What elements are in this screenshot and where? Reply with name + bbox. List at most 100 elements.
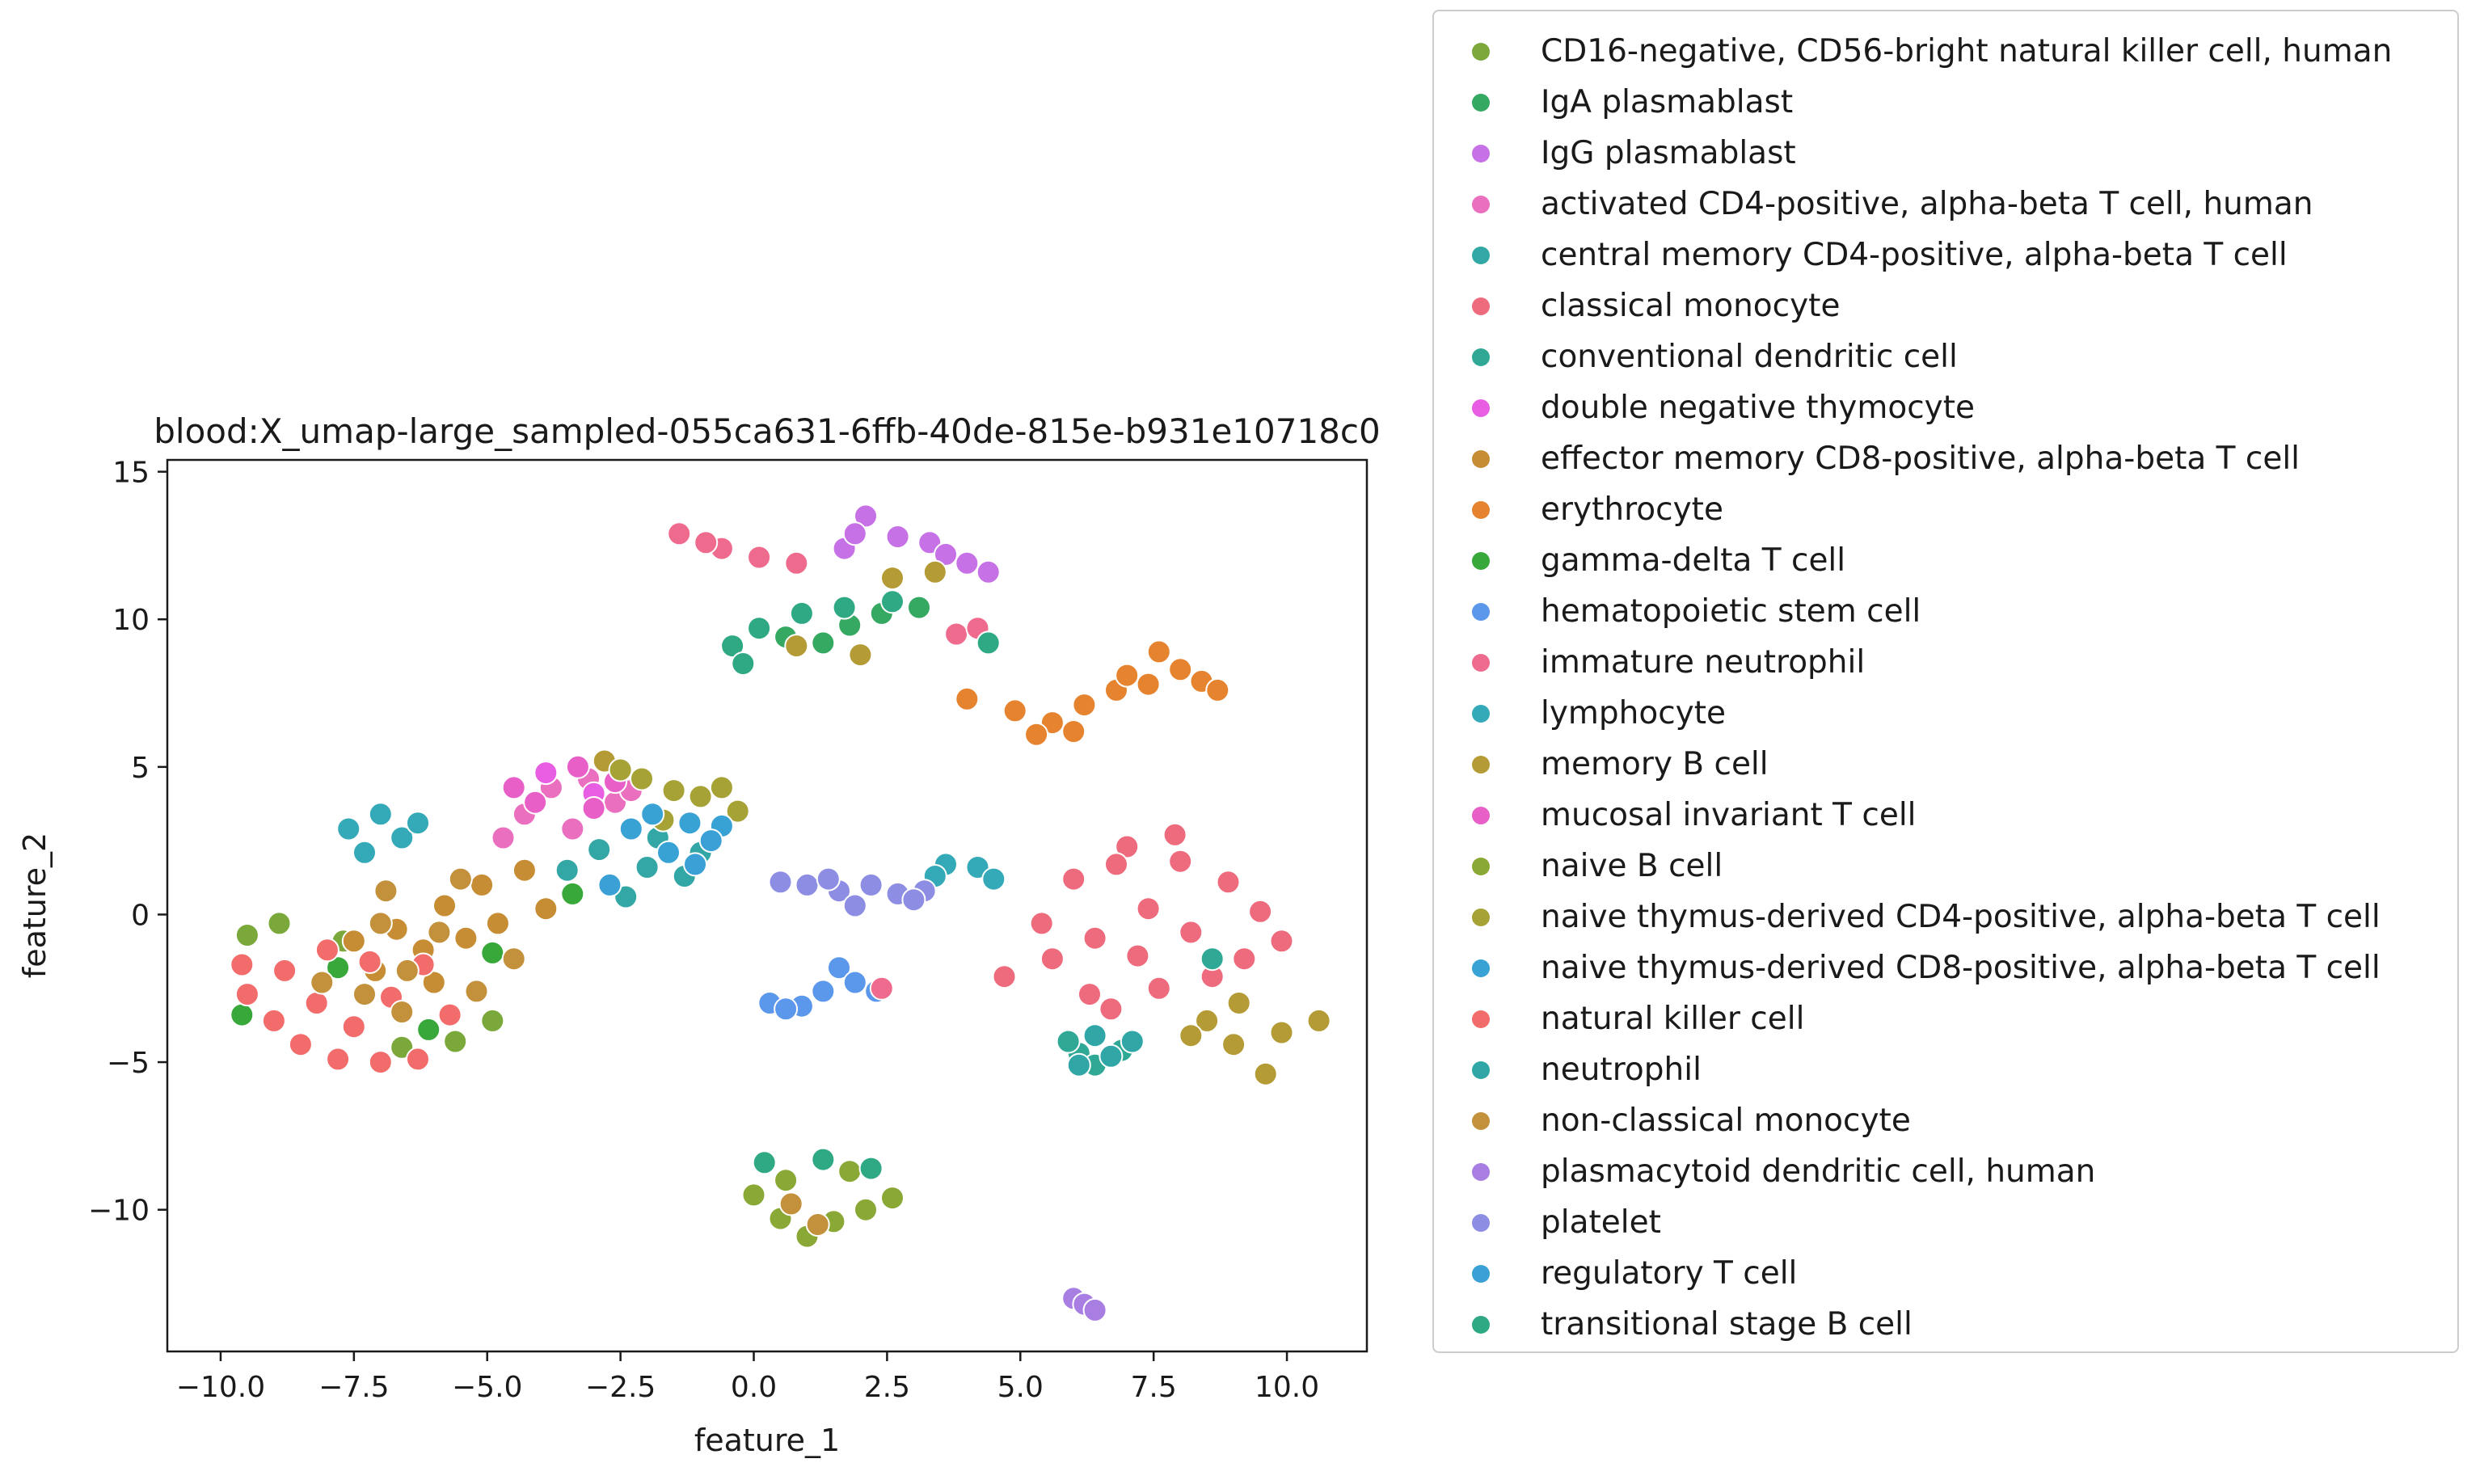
legend-item: memory B cell [1434,739,2457,790]
point-9-6 [1168,657,1193,682]
legend-marker [1472,501,1490,519]
legend-label: immature neutrophil [1541,644,1866,681]
point-3-4 [560,816,585,841]
point-12-2 [747,545,772,570]
legend-marker [1472,756,1490,774]
scatter-chart: blood:X_umap-large_sampled-055ca631-6ffb… [17,411,1381,1458]
point-18-0 [640,802,665,827]
legend-item: neutrophil [1434,1044,2457,1095]
point-25-8 [752,1150,777,1175]
y-axis: −10 −5 0 5 10 15 [88,457,167,1228]
point-5-9 [1125,943,1150,968]
point-23-7 [816,866,841,892]
point-13-3 [352,840,377,865]
legend-label: non-classical monocyte [1541,1102,1911,1139]
legend-label: naive B cell [1541,848,1723,884]
y-tick-label: 10 [112,604,150,637]
legend-item: transitional stage B cell [1434,1299,2457,1350]
point-11-3 [827,955,851,980]
point-10-3 [560,881,585,906]
legend-item: double negative thymocyte [1434,382,2457,433]
legend-marker [1472,705,1490,723]
point-23-8 [901,887,926,913]
legend-item: natural killer cell [1434,993,2457,1044]
point-9-10 [1024,722,1049,747]
point-14-5 [1269,1020,1294,1045]
point-20-1 [1099,1043,1124,1069]
point-3-6 [491,825,516,850]
point-23-2 [858,872,884,897]
point-19-0 [234,982,259,1007]
legend-label: activated CD4-positive, alpha-beta T cel… [1541,186,2313,222]
legend-label: conventional dendritic cell [1541,339,1958,375]
point-14-4 [1179,1023,1204,1048]
point-10-2 [480,940,505,965]
point-16-4 [854,1197,878,1222]
point-8-8 [421,970,446,995]
point-23-6 [842,893,867,918]
point-19-13 [437,1002,462,1027]
point-5-0 [1061,866,1086,892]
point-19-6 [272,958,297,983]
point-0-0 [234,923,259,947]
legend-item: classical monocyte [1434,280,2457,331]
y-tick-label: −10 [88,1195,150,1228]
point-5-6 [1082,925,1107,951]
point-5-1 [1115,834,1140,859]
point-25-5 [731,651,756,676]
point-7-0 [533,761,559,786]
point-4-0 [587,837,612,862]
point-14-3 [1226,991,1251,1015]
point-21-8 [373,879,399,904]
point-5-18 [1104,852,1128,877]
x-tick-label: −7.5 [318,1371,389,1404]
y-tick-label: −5 [107,1047,150,1080]
x-tick-label: 2.5 [864,1371,910,1404]
point-20-0 [1066,1052,1091,1077]
point-8-2 [470,872,495,897]
legend-label: lymphocyte [1541,695,1727,731]
legend-marker [1472,807,1490,824]
legend-marker [1472,94,1490,112]
point-12-4 [694,530,719,555]
legend-item: gamma-delta T cell [1434,535,2457,586]
point-11-2 [811,979,836,1004]
point-9-0 [955,686,980,711]
legend-item: platelet [1434,1197,2457,1248]
point-17-3 [709,775,734,800]
legend-marker [1472,654,1490,672]
legend-label: naive thymus-derived CD4-positive, alpha… [1541,899,2381,935]
data-points [230,504,1331,1322]
point-5-10 [1179,920,1204,945]
legend-item: naive thymus-derived CD8-positive, alpha… [1434,942,2457,993]
point-5-14 [1099,997,1124,1022]
point-24-0 [683,852,707,877]
legend-marker [1472,247,1490,264]
point-16-6 [774,1168,799,1193]
point-19-1 [261,1008,286,1033]
point-2-5 [976,559,1001,584]
point-21-3 [427,920,452,945]
legend-item: plasmacytoid dendritic cell, human [1434,1146,2457,1197]
legend-marker [1472,1163,1490,1181]
point-2-4 [955,550,980,575]
point-2-1 [854,504,878,529]
legend-marker [1472,43,1490,61]
point-5-12 [1029,911,1054,936]
legend-label: transitional stage B cell [1541,1306,1913,1343]
point-10-0 [326,955,351,980]
point-14-1 [1221,1032,1246,1057]
legend-label: central memory CD4-positive, alpha-beta … [1541,237,2288,273]
point-21-6 [390,1000,415,1024]
point-25-1 [747,616,772,641]
point-21-11 [805,1212,830,1237]
point-19-5 [406,1047,430,1072]
point-14-0 [1195,1008,1220,1033]
legend-marker [1472,959,1490,977]
legend-marker [1472,858,1490,875]
point-22-2 [1082,1297,1107,1322]
point-12-3 [784,550,809,575]
point-9-7 [1146,639,1171,664]
point-13-0 [336,816,361,841]
point-10-1 [416,1017,441,1042]
